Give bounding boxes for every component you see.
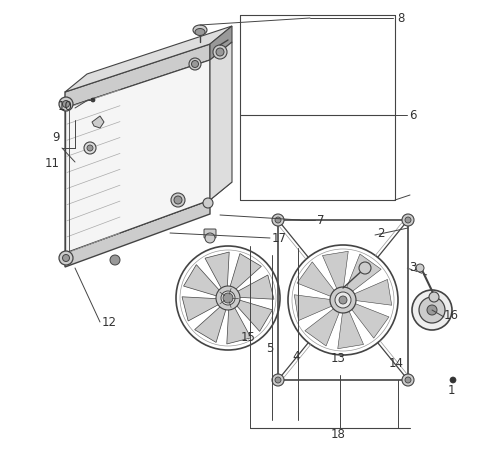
Polygon shape bbox=[338, 310, 363, 349]
Polygon shape bbox=[210, 42, 232, 200]
Circle shape bbox=[84, 142, 96, 154]
Polygon shape bbox=[65, 182, 232, 253]
Polygon shape bbox=[205, 252, 229, 290]
Circle shape bbox=[171, 193, 185, 207]
Polygon shape bbox=[297, 262, 336, 297]
Circle shape bbox=[91, 98, 95, 102]
Circle shape bbox=[223, 293, 233, 303]
Polygon shape bbox=[236, 275, 274, 299]
Text: 3: 3 bbox=[409, 260, 416, 273]
Polygon shape bbox=[65, 200, 210, 267]
Text: 7: 7 bbox=[317, 213, 324, 226]
Text: 13: 13 bbox=[331, 351, 346, 365]
Polygon shape bbox=[65, 60, 210, 253]
Polygon shape bbox=[294, 295, 334, 320]
Circle shape bbox=[59, 97, 73, 111]
Polygon shape bbox=[194, 306, 227, 343]
Text: 4: 4 bbox=[292, 349, 300, 362]
Circle shape bbox=[192, 60, 199, 67]
Circle shape bbox=[335, 292, 351, 308]
Text: 18: 18 bbox=[331, 427, 346, 441]
Polygon shape bbox=[182, 297, 220, 321]
Circle shape bbox=[62, 254, 70, 261]
Ellipse shape bbox=[225, 35, 231, 41]
Circle shape bbox=[216, 286, 240, 310]
Text: 9: 9 bbox=[52, 130, 60, 143]
Polygon shape bbox=[323, 251, 348, 290]
Polygon shape bbox=[305, 307, 340, 346]
Circle shape bbox=[416, 264, 424, 272]
Circle shape bbox=[402, 374, 414, 386]
Circle shape bbox=[427, 305, 437, 315]
Polygon shape bbox=[236, 300, 273, 331]
Polygon shape bbox=[210, 26, 232, 60]
Text: 8: 8 bbox=[397, 12, 404, 24]
Circle shape bbox=[275, 217, 281, 223]
Text: 1: 1 bbox=[447, 384, 455, 396]
Polygon shape bbox=[92, 116, 104, 128]
Text: 2: 2 bbox=[377, 226, 384, 240]
Circle shape bbox=[62, 100, 70, 107]
Circle shape bbox=[450, 377, 456, 383]
Text: 5: 5 bbox=[266, 342, 274, 355]
Ellipse shape bbox=[193, 25, 207, 35]
Text: 17: 17 bbox=[272, 231, 287, 244]
Circle shape bbox=[405, 377, 411, 383]
Circle shape bbox=[419, 297, 445, 323]
Text: 12: 12 bbox=[102, 315, 117, 329]
Circle shape bbox=[402, 214, 414, 226]
Text: 14: 14 bbox=[388, 356, 404, 370]
Circle shape bbox=[213, 45, 227, 59]
Circle shape bbox=[110, 255, 120, 265]
Circle shape bbox=[221, 291, 235, 305]
Circle shape bbox=[87, 145, 93, 151]
Polygon shape bbox=[353, 279, 392, 305]
Polygon shape bbox=[183, 265, 220, 296]
Circle shape bbox=[205, 233, 215, 243]
Polygon shape bbox=[229, 254, 262, 290]
Text: 10: 10 bbox=[58, 100, 73, 112]
Circle shape bbox=[216, 48, 224, 56]
Polygon shape bbox=[227, 306, 251, 344]
Circle shape bbox=[275, 377, 281, 383]
Circle shape bbox=[429, 292, 439, 302]
Circle shape bbox=[203, 198, 213, 208]
Polygon shape bbox=[350, 303, 389, 338]
Circle shape bbox=[59, 251, 73, 265]
Circle shape bbox=[412, 290, 452, 330]
Text: 15: 15 bbox=[240, 331, 255, 343]
Circle shape bbox=[272, 374, 284, 386]
Circle shape bbox=[405, 217, 411, 223]
Ellipse shape bbox=[195, 29, 205, 35]
Circle shape bbox=[339, 296, 347, 304]
Text: 11: 11 bbox=[45, 156, 60, 170]
Circle shape bbox=[189, 58, 201, 70]
Text: 6: 6 bbox=[409, 108, 417, 122]
Circle shape bbox=[174, 196, 182, 204]
Circle shape bbox=[359, 262, 371, 274]
Polygon shape bbox=[65, 26, 232, 92]
Polygon shape bbox=[346, 254, 381, 292]
FancyBboxPatch shape bbox=[204, 229, 216, 238]
Ellipse shape bbox=[145, 209, 151, 214]
Text: 16: 16 bbox=[444, 308, 459, 321]
Circle shape bbox=[330, 287, 356, 313]
Circle shape bbox=[272, 214, 284, 226]
Polygon shape bbox=[65, 44, 210, 108]
